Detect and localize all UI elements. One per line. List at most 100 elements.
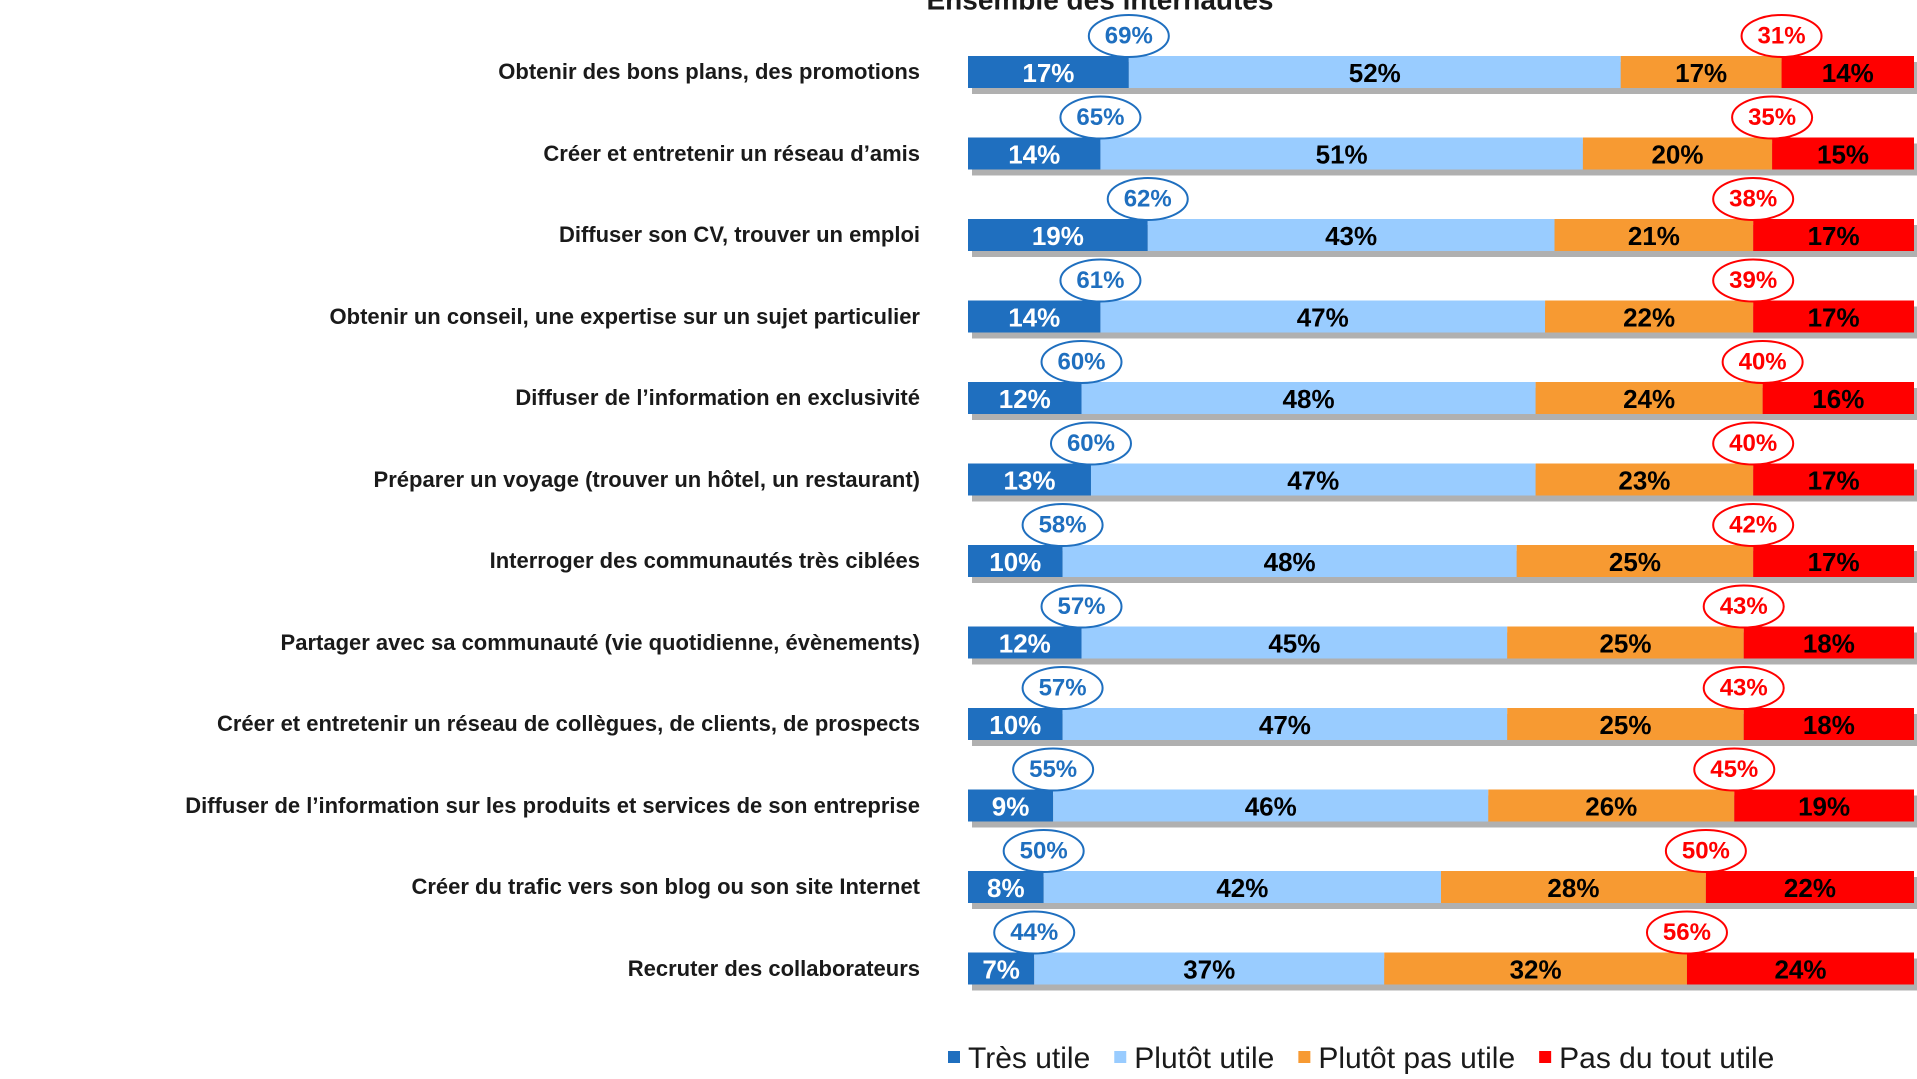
- total-bubble: [1059, 258, 1142, 303]
- bar-segment: [1441, 871, 1706, 903]
- total-label: 31%: [1758, 22, 1806, 49]
- data-label: 18%: [1803, 628, 1855, 658]
- bar-segment: [968, 871, 1044, 903]
- data-label: 32%: [1510, 954, 1562, 984]
- data-label: 47%: [1287, 465, 1339, 495]
- data-label: 9%: [992, 791, 1030, 821]
- total-bubble: [1693, 747, 1776, 792]
- data-label: 25%: [1609, 547, 1661, 577]
- total-label: 42%: [1729, 511, 1777, 538]
- category-label: Créer et entretenir un réseau d’amis: [543, 140, 920, 166]
- total-bubble: [1059, 95, 1142, 140]
- total-label: 38%: [1729, 185, 1777, 212]
- total-label: 44%: [1010, 919, 1058, 946]
- legend: Très utile Plutôt utile Plutôt pas utile Pa…: [948, 1042, 1774, 1075]
- bar-segment: [1686, 952, 1914, 985]
- bar-segment: [1062, 708, 1508, 740]
- data-label: 20%: [1651, 139, 1703, 169]
- data-label: 52%: [1349, 58, 1401, 88]
- total-label: 43%: [1720, 674, 1768, 701]
- chart-title: Ensemble des internautes: [926, 0, 1273, 15]
- total-bubble: [1002, 829, 1085, 873]
- total-label: 62%: [1124, 185, 1172, 212]
- data-label: 12%: [999, 628, 1051, 658]
- total-bubble: [1012, 747, 1095, 792]
- bar-segment: [968, 137, 1101, 170]
- data-label: 10%: [989, 710, 1041, 740]
- data-label: 51%: [1316, 139, 1368, 169]
- data-label: 10%: [989, 547, 1041, 577]
- bar-segment: [968, 789, 1054, 822]
- total-bubble: [1712, 177, 1795, 221]
- bar-segment: [1753, 300, 1914, 333]
- bar-segment: [1753, 219, 1914, 251]
- bar-segment: [1147, 219, 1555, 251]
- data-label: 24%: [1623, 384, 1675, 414]
- data-label: 48%: [1283, 384, 1335, 414]
- total-label: 61%: [1076, 267, 1124, 294]
- bar-segment: [968, 300, 1101, 333]
- data-label: 25%: [1599, 628, 1651, 658]
- data-label: 17%: [1675, 58, 1727, 88]
- total-label: 60%: [1057, 348, 1105, 375]
- total-label: 58%: [1039, 511, 1087, 538]
- bar-segment: [1582, 137, 1773, 170]
- legend-label: Plutôt pas utile: [1318, 1042, 1515, 1075]
- category-label: Partager avec sa communauté (vie quotidi…: [280, 629, 920, 655]
- total-bubble: [1021, 503, 1104, 547]
- bar-segment: [1743, 626, 1914, 659]
- data-label: 28%: [1547, 873, 1599, 903]
- bar-segment: [968, 463, 1091, 496]
- category-label: Diffuser de l’information en exclusivité: [515, 385, 920, 410]
- category-label: Interroger des communautés très ciblées: [489, 548, 920, 573]
- bar-segment: [1100, 137, 1583, 170]
- data-label: 42%: [1216, 873, 1268, 903]
- data-label: 48%: [1264, 547, 1316, 577]
- bar-segment: [968, 382, 1082, 414]
- total-bubble: [1702, 666, 1785, 710]
- total-bubble: [1712, 421, 1795, 466]
- data-label: 14%: [1008, 139, 1060, 169]
- legend-label: Très utile: [968, 1042, 1090, 1075]
- total-bubble: [1664, 829, 1747, 873]
- data-label: 46%: [1245, 791, 1297, 821]
- total-bubble: [1040, 584, 1123, 629]
- total-bubble: [1712, 258, 1795, 303]
- data-label: 7%: [982, 954, 1020, 984]
- data-label: 15%: [1817, 139, 1869, 169]
- data-label: 19%: [1032, 221, 1084, 251]
- data-label: 17%: [1808, 302, 1860, 332]
- total-bubble: [1087, 14, 1170, 58]
- category-label: Obtenir un conseil, une expertise sur un…: [329, 303, 920, 329]
- bar-segment: [1743, 708, 1914, 740]
- data-label: 23%: [1618, 465, 1670, 495]
- data-label: 17%: [1808, 221, 1860, 251]
- bar-segment: [1128, 56, 1621, 88]
- bar-segment: [1753, 545, 1914, 577]
- total-label: 69%: [1105, 22, 1153, 49]
- total-label: 40%: [1729, 430, 1777, 457]
- bar-segment: [1762, 382, 1914, 414]
- bar-segment: [1535, 463, 1754, 496]
- total-bubble: [1049, 421, 1132, 466]
- data-label: 17%: [1022, 58, 1074, 88]
- bar-segment: [1034, 952, 1385, 985]
- bar-segment: [1090, 463, 1536, 496]
- total-label: 43%: [1720, 593, 1768, 620]
- legend-swatch: [1539, 1051, 1552, 1063]
- category-label: Préparer un voyage (trouver un hôtel, un…: [373, 466, 920, 492]
- data-label: 22%: [1623, 302, 1675, 332]
- total-label: 65%: [1076, 104, 1124, 131]
- bar-segment: [1772, 137, 1914, 170]
- bar-segment: [1081, 382, 1536, 414]
- data-label: 14%: [1822, 58, 1874, 88]
- total-label: 40%: [1739, 348, 1787, 375]
- total-label: 35%: [1748, 104, 1796, 131]
- total-label: 45%: [1710, 756, 1758, 783]
- total-bubble: [1702, 584, 1785, 629]
- category-label: Créer et entretenir un réseau de collègu…: [216, 711, 920, 736]
- total-bubble: [1021, 666, 1104, 710]
- legend-swatch: [1114, 1051, 1127, 1063]
- total-label: 60%: [1067, 430, 1115, 457]
